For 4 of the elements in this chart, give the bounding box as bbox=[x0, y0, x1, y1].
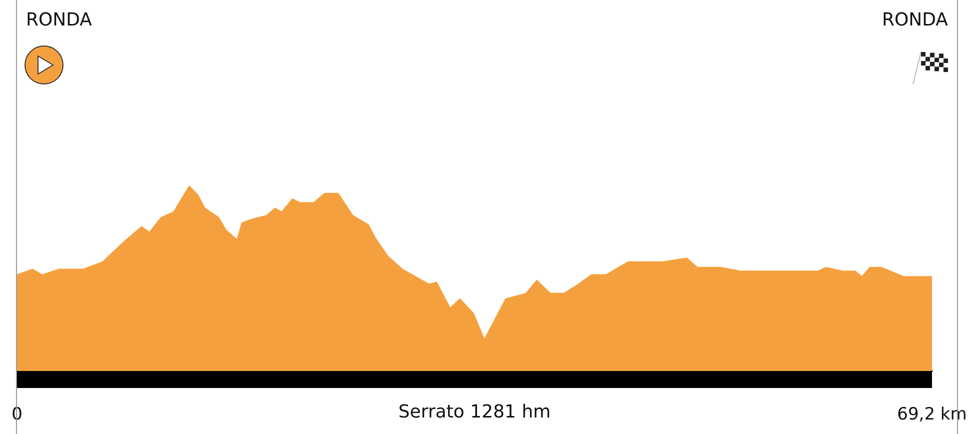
text: Serrato 1281 hm bbox=[398, 402, 551, 423]
x-tick-label: 69,2 km bbox=[897, 404, 967, 425]
text: RONDA bbox=[882, 10, 949, 31]
text: RONDA bbox=[26, 10, 93, 31]
